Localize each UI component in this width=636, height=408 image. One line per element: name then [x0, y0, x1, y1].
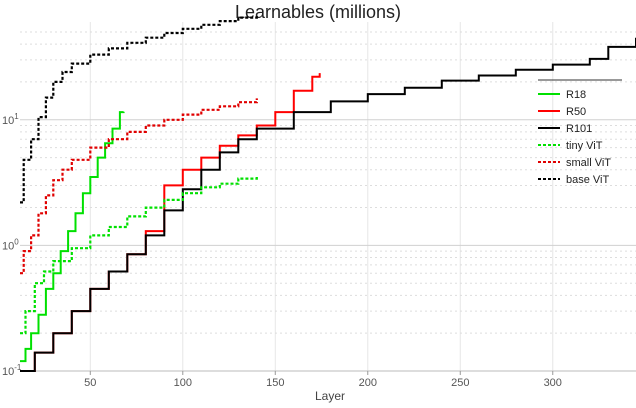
x-tick-label: 300 [544, 377, 562, 389]
x-ticks: 50 100 150 200 250 300 [84, 371, 562, 389]
y-tick-label: 101 [2, 112, 19, 127]
y-tick-label: 10-1 [2, 363, 22, 378]
series-line-small-vit [20, 98, 258, 275]
grid [20, 22, 636, 371]
legend-label: R101 [566, 123, 592, 135]
x-tick-label: 250 [451, 377, 469, 389]
legend-label: small ViT [566, 157, 611, 169]
legend-label: base ViT [566, 174, 609, 186]
legend-label: R50 [566, 106, 586, 118]
series-line-r18 [20, 111, 125, 363]
legend-label: R18 [566, 89, 586, 101]
x-tick-label: 50 [84, 377, 96, 389]
series-lines [20, 14, 636, 372]
series-line-tiny-vit [20, 175, 258, 335]
y-ticks: 10-1 100 101 [2, 112, 22, 378]
x-tick-label: 200 [359, 377, 377, 389]
series-line-r101 [20, 37, 636, 372]
legend: R18 R50 R101 tiny ViT small ViT base ViT [538, 79, 622, 186]
y-tick-label: 100 [2, 237, 19, 252]
x-tick-label: 100 [174, 377, 192, 389]
x-axis-label: Layer [315, 389, 345, 403]
x-tick-label: 150 [266, 377, 284, 389]
chart-title: Learnables (millions) [235, 2, 401, 22]
series-line-r50 [20, 73, 321, 372]
legend-label: tiny ViT [566, 140, 603, 152]
series-line-base-vit [20, 14, 258, 204]
